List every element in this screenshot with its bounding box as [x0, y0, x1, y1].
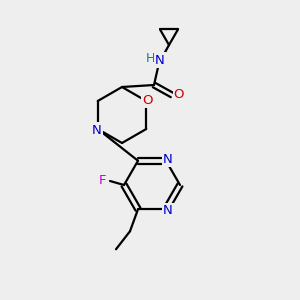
Text: O: O — [174, 88, 184, 101]
Text: N: N — [163, 204, 173, 217]
Text: N: N — [163, 153, 173, 166]
Text: F: F — [98, 175, 106, 188]
Text: H: H — [145, 52, 155, 64]
Text: N: N — [155, 53, 165, 67]
Text: O: O — [142, 94, 152, 106]
Text: N: N — [92, 124, 102, 136]
